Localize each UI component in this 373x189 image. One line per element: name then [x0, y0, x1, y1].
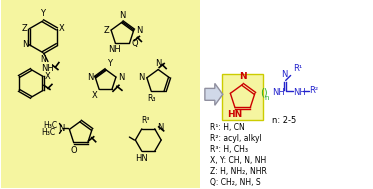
Text: Y: Y: [107, 59, 112, 67]
Text: N: N: [119, 11, 126, 20]
Text: X: X: [59, 24, 65, 33]
Text: N: N: [282, 70, 288, 79]
Text: R²: R²: [310, 86, 319, 95]
Polygon shape: [205, 83, 223, 105]
FancyBboxPatch shape: [222, 74, 263, 120]
Text: Z: Z: [103, 26, 109, 35]
Text: HN: HN: [135, 154, 148, 163]
Text: X: X: [45, 72, 51, 81]
Text: R¹: H, CN: R¹: H, CN: [210, 123, 245, 132]
Text: NH: NH: [41, 64, 54, 73]
Text: O: O: [70, 146, 77, 155]
Text: H₃C: H₃C: [43, 121, 57, 130]
Text: R³: H, CH₃: R³: H, CH₃: [210, 145, 248, 154]
Text: Q: Q: [131, 39, 138, 48]
Text: X: X: [91, 91, 97, 100]
Text: N: N: [157, 123, 163, 132]
Text: n: 2-5: n: 2-5: [272, 116, 297, 125]
Text: N: N: [118, 73, 124, 82]
Text: R²: acyl, alkyl: R²: acyl, alkyl: [210, 134, 261, 143]
Text: N: N: [239, 72, 247, 81]
Text: N: N: [87, 73, 93, 82]
Text: N: N: [155, 59, 162, 67]
Text: (): (): [260, 87, 267, 97]
FancyBboxPatch shape: [200, 0, 372, 188]
Text: NH: NH: [108, 45, 121, 54]
Text: N: N: [22, 40, 28, 49]
Text: N: N: [138, 73, 145, 82]
Text: Q: CH₂, NH, S: Q: CH₂, NH, S: [210, 178, 260, 187]
Text: N: N: [136, 26, 142, 35]
Text: H₃C: H₃C: [41, 128, 56, 137]
Text: NH: NH: [294, 88, 306, 97]
Text: Z: H, NH₂, NHR: Z: H, NH₂, NHR: [210, 167, 267, 176]
Text: N: N: [40, 55, 46, 64]
Text: Y: Y: [41, 9, 46, 18]
Text: Z: Z: [22, 24, 27, 33]
Text: HN: HN: [228, 110, 243, 119]
Text: NH: NH: [272, 88, 285, 97]
Text: X, Y: CH, N, NH: X, Y: CH, N, NH: [210, 156, 266, 165]
FancyBboxPatch shape: [1, 0, 200, 188]
Text: N: N: [58, 124, 65, 133]
Text: R₃: R₃: [147, 94, 156, 103]
Text: R¹: R¹: [293, 64, 302, 74]
Text: R³: R³: [141, 116, 150, 125]
Text: n: n: [265, 95, 269, 101]
